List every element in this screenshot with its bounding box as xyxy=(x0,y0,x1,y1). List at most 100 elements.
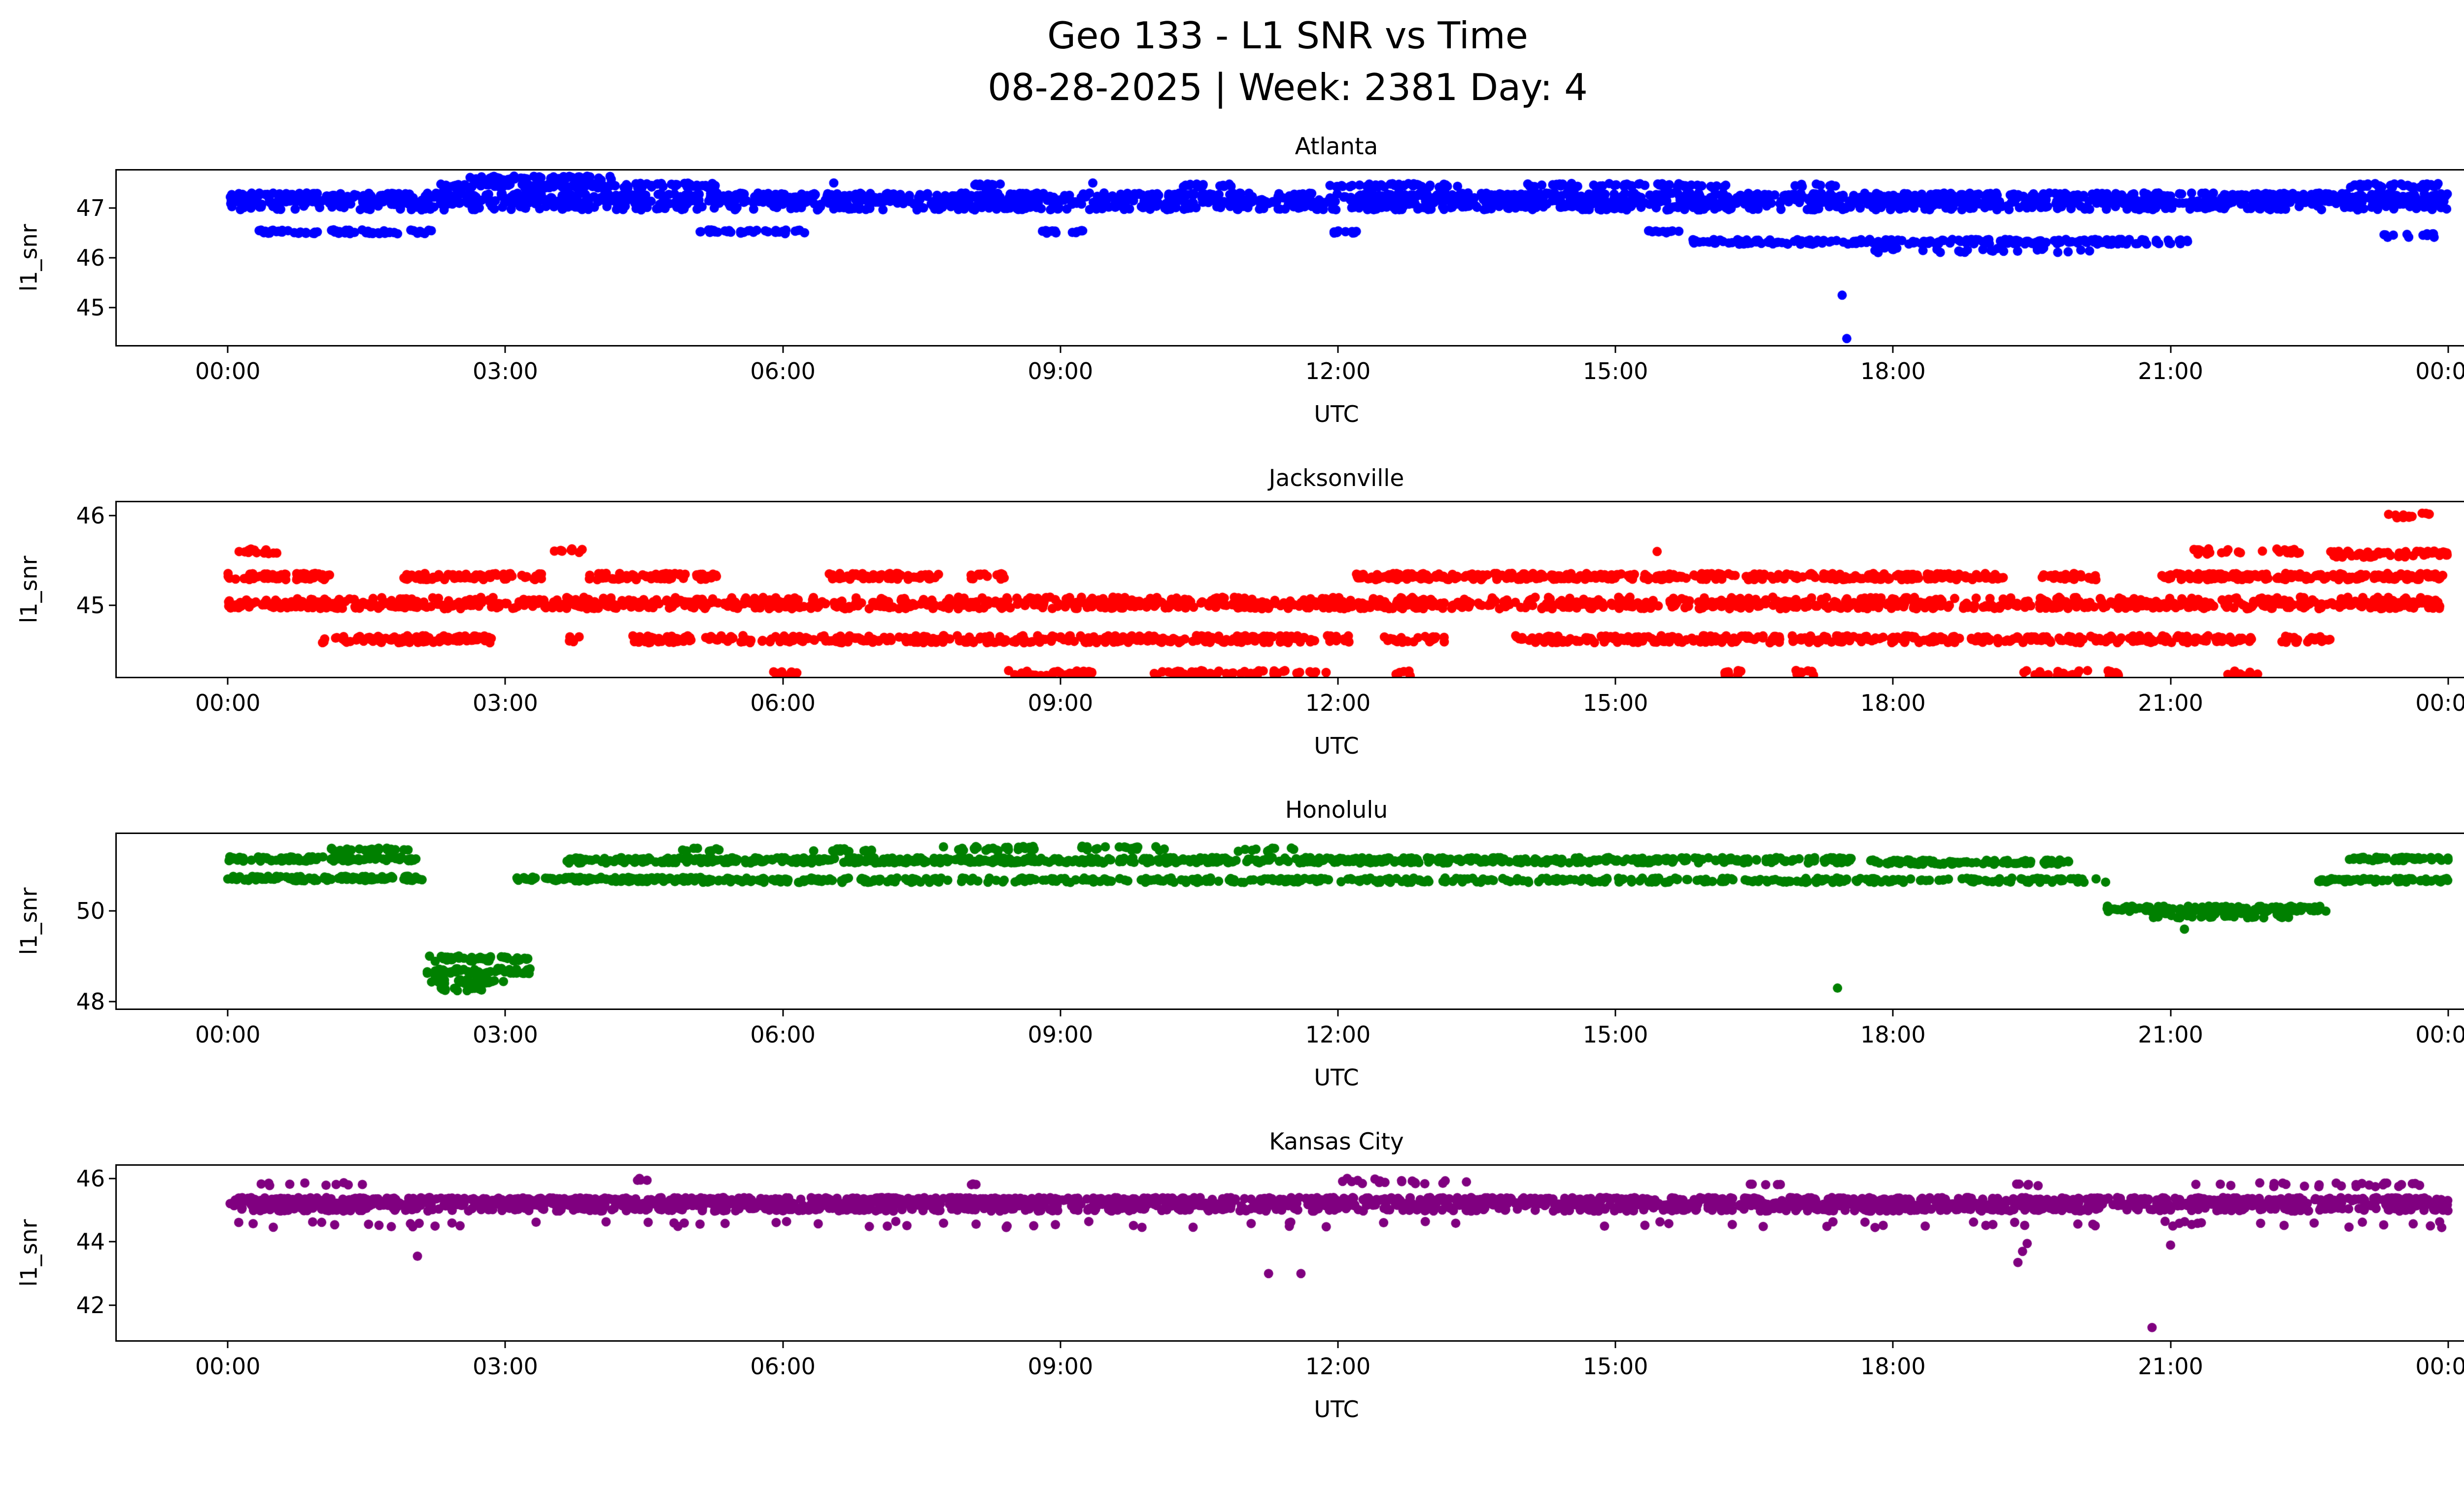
y-tick-mark xyxy=(109,1001,117,1003)
y-axis-label: l1_snr xyxy=(16,887,42,955)
x-tick-label: 06:00 xyxy=(750,690,816,716)
x-tick-label: 21:00 xyxy=(2138,1021,2203,1048)
x-tick-label: 09:00 xyxy=(1027,1021,1094,1048)
x-tick-mark xyxy=(1060,1008,1061,1016)
x-tick-mark xyxy=(227,345,229,353)
subplot-title-jacksonville: Jacksonville xyxy=(1268,465,1404,492)
x-tick-label: 06:00 xyxy=(750,1021,816,1048)
x-tick-label: 09:00 xyxy=(1027,1353,1094,1380)
plot-row-jacksonville: l1_snr 00:00 03:00 06:00 09:00 12:00 15:00 18:… xyxy=(16,501,2464,716)
y-tick-label: 50 xyxy=(76,898,105,925)
x-tick-label: 00:00 xyxy=(2415,690,2464,716)
x-tick-mark xyxy=(1060,677,1061,685)
plot-area-kansas-city: 00:00 03:00 06:00 09:00 12:00 15:00 18:00 21:00… xyxy=(76,1164,2464,1380)
plot-area-atlanta: 00:00 03:00 06:00 09:00 12:00 15:00 18:00 21:00… xyxy=(76,169,2464,384)
x-tick-mark xyxy=(1892,345,1894,353)
y-tick-mark xyxy=(109,604,117,606)
x-tick-mark xyxy=(2447,1008,2449,1016)
x-tick-label: 09:00 xyxy=(1027,358,1094,384)
x-tick-mark xyxy=(504,1340,506,1348)
x-tick-label: 03:00 xyxy=(473,1353,538,1380)
x-tick-mark xyxy=(2447,345,2449,353)
x-tick-mark xyxy=(2447,1340,2449,1348)
x-axis-label: UTC xyxy=(1314,1396,1359,1423)
x-tick-label: 18:00 xyxy=(1860,1353,1926,1380)
x-tick-label: 15:00 xyxy=(1582,1353,1648,1380)
y-tick-label: 45 xyxy=(76,591,105,619)
y-tick-mark xyxy=(109,307,117,309)
x-tick-mark xyxy=(1337,677,1339,685)
x-tick-label: 12:00 xyxy=(1305,690,1371,716)
scatter-canvas-kansas-city xyxy=(117,1166,2464,1340)
x-tick-label: 18:00 xyxy=(1860,1021,1926,1048)
x-tick-mark xyxy=(1892,677,1894,685)
scatter-canvas-honolulu xyxy=(117,834,2464,1008)
y-axis-label-box: l1_snr xyxy=(12,833,46,1010)
x-tick-mark xyxy=(2170,345,2172,353)
x-tick-mark xyxy=(1337,345,1339,353)
x-tick-label: 03:00 xyxy=(473,690,538,716)
x-tick-mark xyxy=(1614,345,1616,353)
x-tick-mark xyxy=(1337,1340,1339,1348)
x-tick-label: 12:00 xyxy=(1305,1021,1371,1048)
subplot-title-honolulu: Honolulu xyxy=(1285,797,1388,824)
y-tick-mark xyxy=(109,910,117,912)
x-tick-label: 06:00 xyxy=(750,358,816,384)
x-tick-mark xyxy=(504,345,506,353)
x-tick-mark xyxy=(1060,1340,1061,1348)
x-tick-label: 21:00 xyxy=(2138,690,2203,716)
x-tick-mark xyxy=(782,1340,784,1348)
y-tick-label: 47 xyxy=(76,194,105,221)
scatter-canvas-jacksonville xyxy=(117,502,2464,677)
y-tick-mark xyxy=(109,207,117,209)
subplot-title-atlanta: Atlanta xyxy=(1295,133,1378,160)
y-tick-label: 45 xyxy=(76,294,105,321)
y-tick-mark xyxy=(109,1241,117,1243)
x-tick-label: 15:00 xyxy=(1582,1021,1648,1048)
x-tick-mark xyxy=(227,677,229,685)
x-tick-mark xyxy=(1892,1340,1894,1348)
x-tick-mark xyxy=(1060,345,1061,353)
x-axis-label: UTC xyxy=(1314,1064,1359,1091)
figure-title-line1: Geo 133 - L1 SNR vs Time xyxy=(1047,14,1528,57)
x-tick-label: 00:00 xyxy=(2415,1021,2464,1048)
x-tick-label: 00:00 xyxy=(195,358,261,384)
y-axis-label-box: l1_snr xyxy=(12,501,46,678)
figure-title: Geo 133 - L1 SNR vs Time 08-28-2025 | We… xyxy=(0,0,2464,113)
figure: Geo 133 - L1 SNR vs Time 08-28-2025 | We… xyxy=(0,0,2464,1423)
x-tick-label: 00:00 xyxy=(2415,358,2464,384)
subplot-atlanta: Atlanta l1_snr 00:00 03:00 06:00 09:00 12:00… xyxy=(0,133,2464,428)
x-tick-label: 15:00 xyxy=(1582,358,1648,384)
x-tick-mark xyxy=(2170,1008,2172,1016)
x-tick-mark xyxy=(227,1008,229,1016)
x-tick-label: 00:00 xyxy=(195,1353,261,1380)
y-tick-label: 48 xyxy=(76,988,105,1015)
x-tick-mark xyxy=(227,1340,229,1348)
y-axis-label: l1_snr xyxy=(16,224,42,292)
subplot-kansas-city: Kansas City l1_snr 00:00 03:00 06:00 09:00 1… xyxy=(0,1128,2464,1423)
y-axis-label-box: l1_snr xyxy=(12,169,46,347)
x-tick-label: 21:00 xyxy=(2138,1353,2203,1380)
x-tick-mark xyxy=(504,1008,506,1016)
y-axis-label-box: l1_snr xyxy=(12,1164,46,1342)
x-tick-mark xyxy=(504,677,506,685)
plot-row-honolulu: l1_snr 00:00 03:00 06:00 09:00 12:00 15:00 18:… xyxy=(16,833,2464,1048)
x-tick-mark xyxy=(1892,1008,1894,1016)
x-tick-mark xyxy=(2170,677,2172,685)
y-tick-mark xyxy=(109,515,117,517)
subplot-title-kansas-city: Kansas City xyxy=(1269,1128,1404,1155)
x-tick-mark xyxy=(1614,1008,1616,1016)
x-axis-label: UTC xyxy=(1314,732,1359,759)
y-tick-label: 46 xyxy=(76,502,105,529)
x-tick-mark xyxy=(1337,1008,1339,1016)
x-tick-label: 12:00 xyxy=(1305,1353,1371,1380)
y-tick-mark xyxy=(109,1304,117,1306)
x-tick-label: 03:00 xyxy=(473,358,538,384)
subplot-jacksonville: Jacksonville l1_snr 00:00 03:00 06:00 09:00… xyxy=(0,465,2464,760)
y-axis-label: l1_snr xyxy=(16,1219,42,1287)
plot-area-honolulu: 00:00 03:00 06:00 09:00 12:00 15:00 18:00 21:00… xyxy=(76,833,2464,1048)
x-tick-mark xyxy=(1614,1340,1616,1348)
x-tick-mark xyxy=(1614,677,1616,685)
figure-title-line2: 08-28-2025 | Week: 2381 Day: 4 xyxy=(988,66,1588,109)
x-tick-label: 18:00 xyxy=(1860,690,1926,716)
